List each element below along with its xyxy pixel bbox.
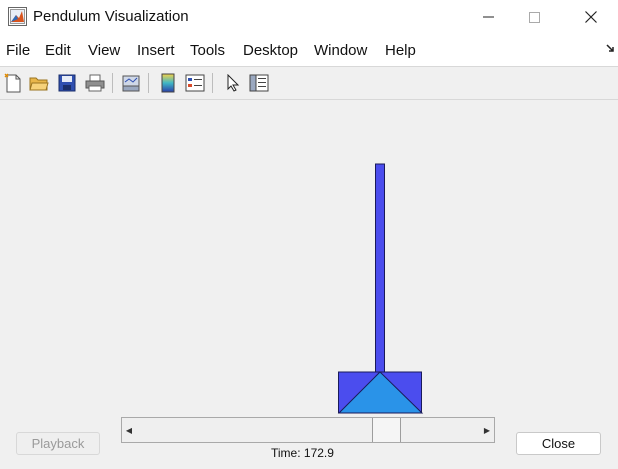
edit-plot-arrow-icon [227, 74, 240, 92]
property-inspector-icon [249, 74, 269, 92]
slider-thumb[interactable] [372, 418, 402, 442]
playback-button[interactable]: Playback [16, 432, 100, 455]
save-button[interactable] [56, 72, 78, 94]
figure-toolbar [0, 66, 618, 100]
triangle-left-icon: ◀ [125, 425, 133, 435]
menu-edit[interactable]: Edit [45, 42, 71, 59]
toolbar-separator [112, 73, 113, 93]
time-readout: Time: 172.9 [271, 446, 334, 460]
menu-help[interactable]: Help [385, 42, 416, 59]
window-title: Pendulum Visualization [33, 8, 189, 25]
link-plot-icon [122, 75, 140, 92]
close-x-icon [585, 11, 597, 23]
slider-left-arrow-button[interactable]: ◀ [122, 418, 136, 442]
matlab-app-icon [8, 7, 27, 26]
minimize-icon [482, 16, 494, 18]
edit-plot-button[interactable] [222, 72, 244, 94]
pendulum-pivot [337, 371, 424, 414]
maximize-icon [528, 11, 540, 23]
menu-tools[interactable]: Tools [190, 42, 226, 59]
title-bar: Pendulum Visualization [0, 0, 618, 34]
open-file-button[interactable] [28, 72, 50, 94]
insert-colorbar-icon [161, 73, 175, 93]
triangle-right-icon: ▶ [483, 425, 491, 435]
toolbar-separator [212, 73, 213, 93]
minimize-button[interactable] [465, 0, 511, 34]
new-figure-button[interactable] [2, 72, 24, 94]
time-slider[interactable]: ◀ ▶ [121, 417, 495, 443]
dock-arrow-icon[interactable] [606, 43, 616, 53]
menu-bar: File Edit View Insert Tools Desktop Wind… [0, 34, 618, 66]
figure-canvas [0, 99, 618, 469]
property-inspector-button[interactable] [248, 72, 270, 94]
menu-file[interactable]: File [6, 42, 31, 59]
slider-right-arrow-button[interactable]: ▶ [480, 418, 494, 442]
close-window-button[interactable] [568, 0, 614, 34]
link-plot-button[interactable] [120, 72, 142, 94]
print-icon [85, 74, 105, 92]
menu-window[interactable]: Window [314, 42, 368, 59]
pendulum-scene [337, 163, 424, 414]
insert-legend-button[interactable] [184, 72, 206, 94]
print-button[interactable] [84, 72, 106, 94]
insert-colorbar-button[interactable] [157, 72, 179, 94]
new-figure-icon [4, 73, 21, 93]
maximize-button[interactable] [511, 0, 557, 34]
pendulum-rod [375, 163, 385, 373]
menu-insert[interactable]: Insert [137, 42, 175, 59]
menu-desktop[interactable]: Desktop [243, 42, 299, 59]
insert-legend-icon [185, 74, 205, 92]
open-file-icon [29, 77, 49, 91]
menu-view[interactable]: View [88, 42, 121, 59]
close-button[interactable]: Close [516, 432, 601, 455]
slider-track[interactable] [136, 418, 480, 442]
save-icon [58, 74, 76, 92]
toolbar-separator [148, 73, 149, 93]
